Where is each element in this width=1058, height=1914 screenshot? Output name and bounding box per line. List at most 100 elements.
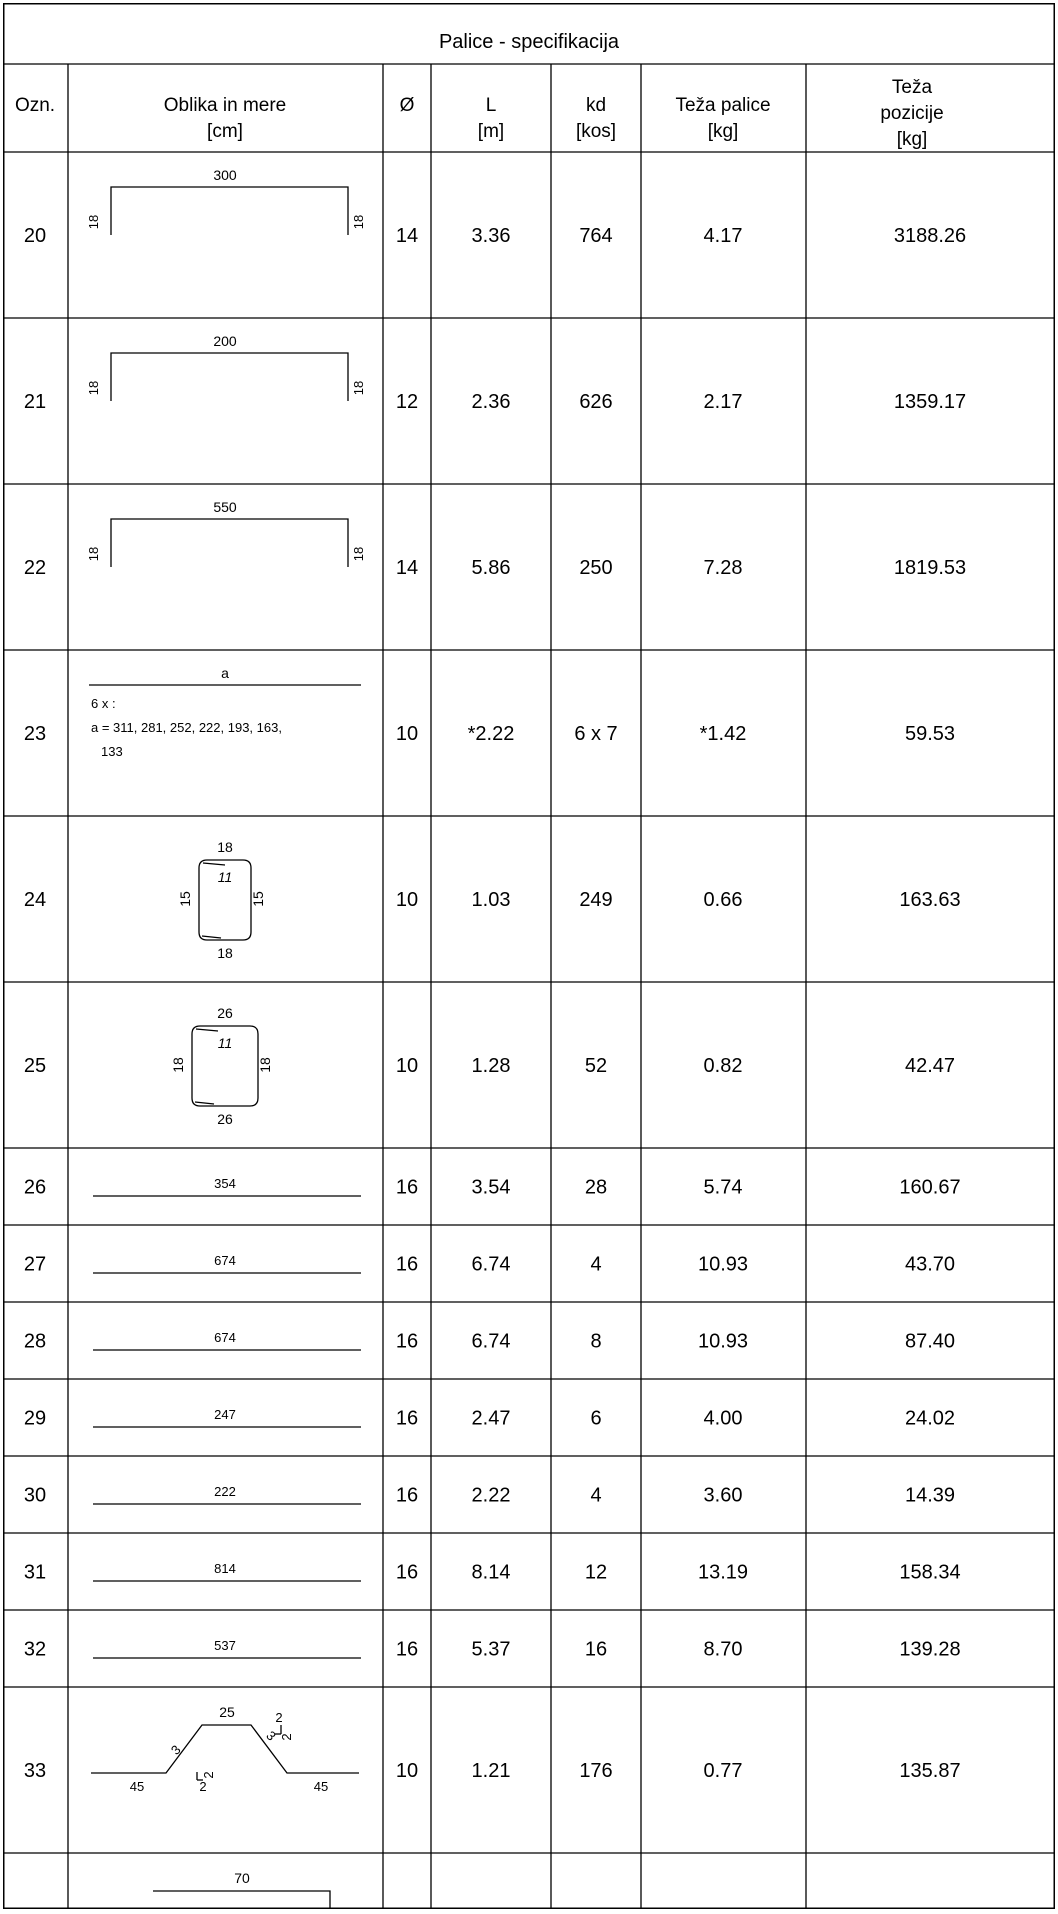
table-border [3,3,1055,1909]
cell-count: 4 [590,1254,601,1276]
cell-ozn: 32 [24,1639,46,1661]
header-bar-weight-unit: [kg] [708,121,739,142]
cell-count: 176 [579,1760,612,1782]
bar-shape-u [110,352,349,401]
table-row: 22 14 5.86 250 7.28 1819.53 550 18 18 [24,499,966,579]
header-bar-weight: Teža palice [675,95,770,116]
dim-top: a [221,665,229,681]
cell-position-weight: 1819.53 [894,557,966,579]
cell-ozn: 20 [24,225,46,247]
dim-right: 18 [334,1908,349,1909]
specification-sheet: Palice - specifikacija Ozn. Oblika in me… [3,3,1055,1914]
cell-shape-drawing: 300 18 18 [86,167,366,235]
cell-count: 250 [579,557,612,579]
cell-position-weight: 42.47 [905,1055,955,1077]
stirrup-hook [202,862,226,866]
table-title: Palice - specifikacija [439,31,620,53]
dim-right: 18 [257,1057,273,1073]
table-row: 30 16 2.22 4 3.60 14.39 222 [24,1484,955,1507]
cell-position-weight: 135.87 [899,1760,960,1782]
cell-shape-drawing: 222 [93,1484,361,1505]
cell-bar-weight: 3.60 [704,1485,743,1507]
header-diameter: Ø [400,95,415,116]
header-oblika: Oblika in mere [164,95,287,116]
cell-diameter: 16 [396,1408,418,1430]
cell-diameter: 16 [396,1177,418,1199]
cell-ozn: 23 [24,723,46,745]
cell-length: 6.74 [472,1254,511,1276]
dim-right: 15 [250,891,266,907]
header-count: kd [586,95,606,116]
cell-diameter: 10 [396,1760,418,1782]
cell-count: 626 [579,391,612,413]
cell-bar-weight: 0.77 [704,1760,743,1782]
cell-position-weight: 158.34 [899,1562,960,1584]
cell-diameter: 12 [396,391,418,413]
dim-left: 15 [177,891,193,907]
cell-count: 28 [585,1177,607,1199]
cell-count: 6 x 7 [574,723,617,745]
header-position-weight: Teža [892,77,933,98]
cell-ozn: 31 [24,1562,46,1584]
header-length: L [486,95,497,116]
dim-right: 18 [351,215,366,229]
cell-diameter: 16 [396,1562,418,1584]
cell-position-weight: 24.02 [905,1408,955,1430]
cell-position-weight: 1359.17 [894,391,966,413]
dim-top: 25 [219,1704,235,1720]
dim-length: 674 [214,1253,236,1268]
variable-lengths-note: a = 311, 281, 252, 222, 193, 163, [91,720,282,735]
header-position-weight-2: pozicije [880,103,943,124]
cell-ozn: 22 [24,557,46,579]
cell-length: 3.54 [472,1177,511,1199]
cell-bar-weight: 10.93 [698,1331,748,1353]
cell-shape-drawing: 814 [93,1561,361,1582]
cell-ozn: 28 [24,1331,46,1353]
cell-shape-drawing: 18 18 15 15 11 [177,839,266,961]
cell-position-weight: 139.28 [899,1639,960,1661]
cell-count: 16 [585,1639,607,1661]
cell-length: 8.14 [472,1562,511,1584]
cell-shape-drawing: 550 18 18 [86,499,366,567]
table-row: 21 12 2.36 626 2.17 1359.17 200 18 18 [24,333,966,413]
cell-diameter: 10 [396,1055,418,1077]
header-ozn: Ozn. [15,95,55,116]
cell-ozn: 29 [24,1408,46,1430]
dim-right: 45 [314,1779,328,1794]
cell-ozn: 26 [24,1177,46,1199]
cell-bar-weight: 0.66 [704,889,743,911]
rebar-specification-table: Palice - specifikacija Ozn. Oblika in me… [3,3,1055,1914]
cell-bar-weight: *1.42 [700,723,747,745]
header-count-unit: [kos] [576,121,616,142]
cell-ozn: 24 [24,889,46,911]
dim-rise-1: 2 [275,1710,282,1725]
stirrup-hook [194,1101,215,1105]
cell-length: 5.37 [472,1639,511,1661]
cell-count: 6 [590,1408,601,1430]
cell-shape-drawing: 537 [93,1638,361,1659]
table-row: 32 16 5.37 16 8.70 139.28 537 [24,1638,961,1661]
cell-shape-drawing: 674 [93,1253,361,1274]
cell-length: 3.36 [472,225,511,247]
cell-bar-weight: 10.93 [698,1254,748,1276]
cell-bar-weight: 0.82 [704,1055,743,1077]
cell-bar-weight: 4.17 [704,225,743,247]
table-row: 27 16 6.74 4 10.93 43.70 674 [24,1253,955,1276]
cell-bar-weight: 8.70 [704,1639,743,1661]
cell-length: 5.86 [472,557,511,579]
dim-top: 26 [217,1005,233,1021]
dim-hook: 11 [218,1035,233,1051]
cell-bar-weight: 4.00 [704,1408,743,1430]
dim-top: 300 [213,167,237,183]
cell-diameter: 14 [396,557,418,579]
dim-right: 18 [351,381,366,395]
dim-rise-4: 2 [201,1771,216,1778]
cell-diameter: 10 [396,723,418,745]
cell-diameter: 10 [396,889,418,911]
dim-left: 45 [130,1779,144,1794]
dim-length: 354 [214,1176,236,1191]
cell-bar-weight: 7.28 [704,557,743,579]
dim-left: 18 [86,547,101,561]
cell-length: 2.47 [472,1408,511,1430]
cell-position-weight: 163.63 [899,889,960,911]
